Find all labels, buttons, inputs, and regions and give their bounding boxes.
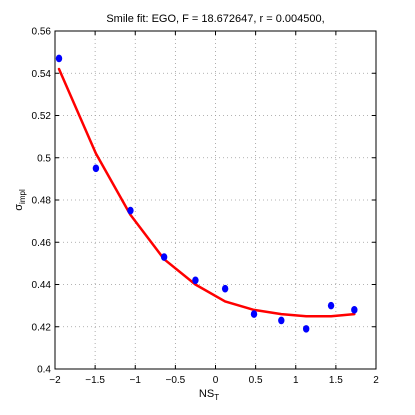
x-tick-label: −1 bbox=[130, 375, 142, 386]
data-point bbox=[302, 325, 310, 333]
x-tick-label: 0.5 bbox=[249, 375, 263, 386]
chart-title: Smile fit: EGO, F = 18.672647, r = 0.004… bbox=[106, 13, 324, 25]
data-point bbox=[327, 301, 335, 310]
data-point bbox=[55, 54, 63, 63]
x-axis-label-sub: T bbox=[214, 393, 219, 402]
x-tick-label: 1.5 bbox=[329, 375, 343, 386]
y-tick-label: 0.4 bbox=[37, 365, 51, 376]
x-axis-label-main: NS bbox=[199, 388, 214, 400]
data-point bbox=[278, 316, 285, 325]
y-tick-label: 0.44 bbox=[32, 280, 52, 291]
y-tick-label: 0.42 bbox=[32, 322, 52, 333]
data-point bbox=[351, 306, 358, 314]
x-axis-label: NST bbox=[199, 388, 219, 402]
fit-curve bbox=[57, 67, 356, 318]
data-point bbox=[250, 310, 258, 318]
x-tick-label: −0.5 bbox=[166, 375, 186, 386]
y-tick-label: 0.46 bbox=[32, 238, 52, 249]
fit-curve-layer bbox=[57, 67, 356, 318]
x-tick-label: 1 bbox=[293, 375, 299, 386]
y-tick-label: 0.5 bbox=[37, 153, 51, 164]
y-axis-label: σimpl bbox=[13, 189, 27, 211]
x-tick-label: −1.5 bbox=[85, 375, 105, 386]
data-point bbox=[92, 164, 100, 173]
y-tick-label: 0.56 bbox=[32, 27, 52, 38]
y-axis-label-main: σ bbox=[13, 204, 25, 211]
grid-lines bbox=[55, 31, 376, 369]
data-point bbox=[192, 276, 199, 285]
x-tick-label: 2 bbox=[373, 375, 379, 386]
data-point bbox=[221, 284, 229, 293]
data-markers bbox=[55, 54, 358, 333]
data-point bbox=[160, 253, 168, 261]
axis-ticks: −2 −1.5 −1 −0.5 0 0.5 1 1.5 2 0.4 0.42 0.44 0.46 0.48… bbox=[32, 27, 380, 387]
y-tick-label: 0.48 bbox=[32, 196, 52, 207]
x-tick-label: −2 bbox=[49, 375, 61, 386]
y-axis-label-sub: impl bbox=[18, 189, 27, 204]
y-tick-label: 0.52 bbox=[32, 111, 52, 122]
data-point bbox=[127, 206, 134, 215]
x-tick-label: 0 bbox=[213, 375, 219, 386]
y-tick-label: 0.54 bbox=[32, 69, 52, 80]
